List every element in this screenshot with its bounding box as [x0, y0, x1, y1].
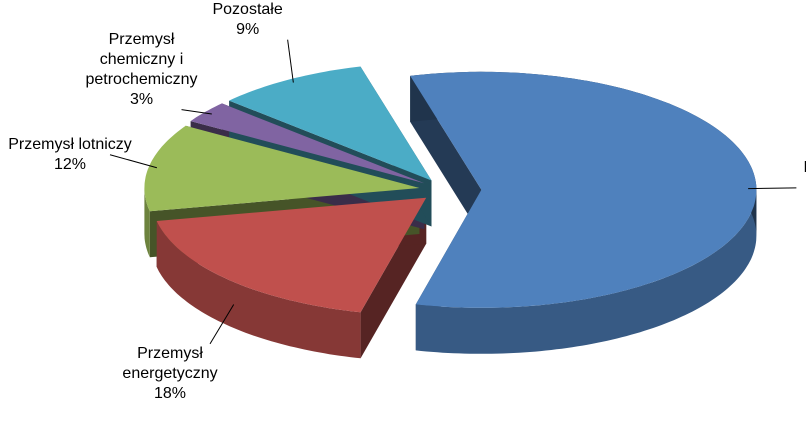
slice	[156, 197, 427, 313]
value-label: 18%	[154, 385, 186, 402]
leader-line	[287, 39, 294, 83]
slice-label: chemiczny i	[100, 51, 184, 68]
value-label: 3%	[130, 91, 153, 108]
leader-line	[209, 304, 235, 345]
slice-label: Przemysł	[803, 159, 806, 176]
slice	[144, 125, 420, 212]
slice	[229, 66, 432, 181]
leader-line	[109, 154, 158, 169]
slice-label: energetyczny	[122, 365, 217, 382]
slice	[410, 71, 757, 308]
slice-label: Przemysł lotniczy	[8, 136, 132, 153]
slice-label: Przemysł	[137, 345, 203, 362]
value-label: 12%	[54, 156, 86, 173]
leader-line	[181, 109, 212, 115]
slice-wall	[144, 188, 150, 258]
slice-label: petrochemiczny	[85, 71, 197, 88]
slice-wall	[415, 189, 757, 354]
leader-line	[748, 187, 797, 190]
slice-wall	[156, 221, 361, 359]
value-label: 9%	[236, 21, 259, 38]
slice	[190, 103, 425, 184]
slice-label: Przemysł	[109, 31, 175, 48]
slice-label: Pozostałe	[212, 1, 282, 18]
